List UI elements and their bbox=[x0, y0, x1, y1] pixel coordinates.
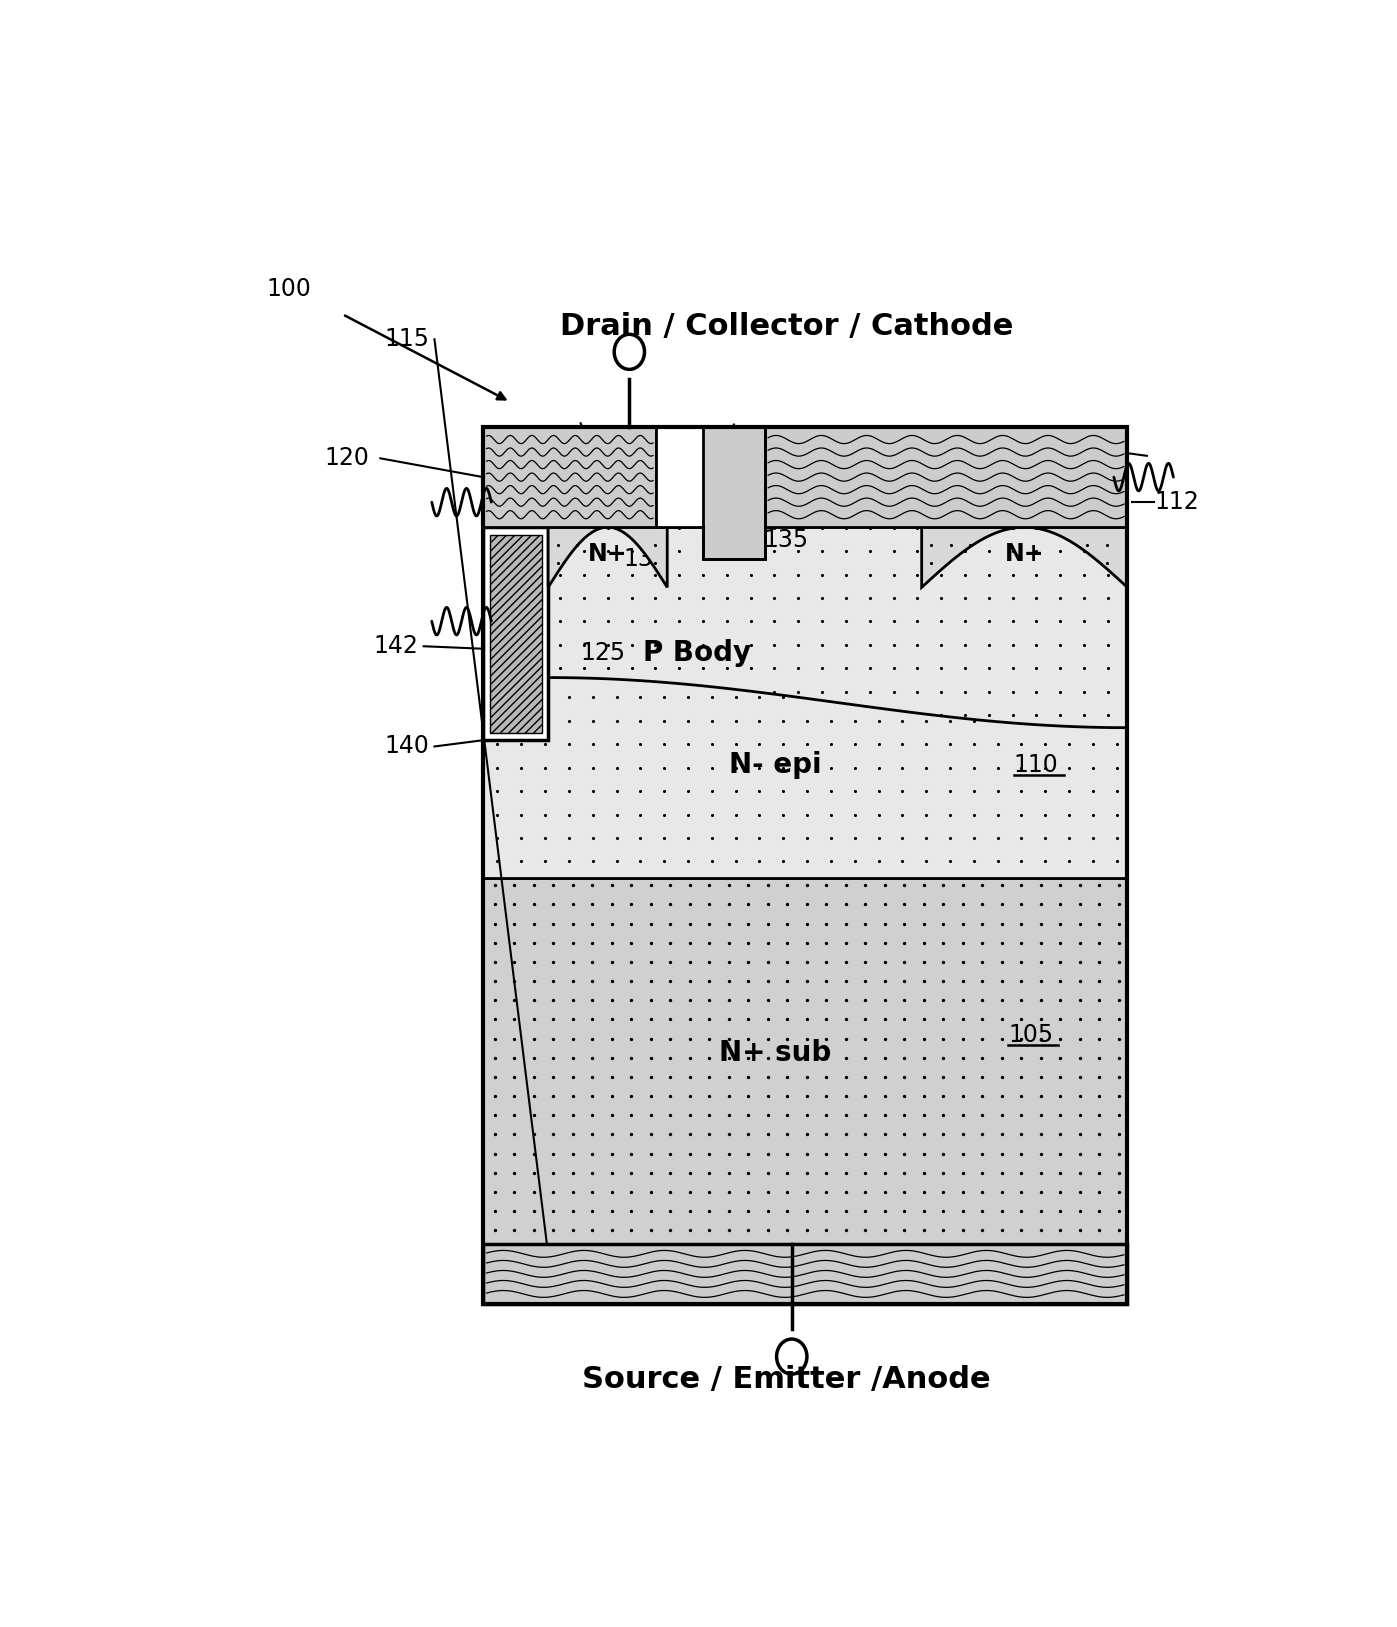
Bar bbox=[703, 426, 764, 558]
Text: 140: 140 bbox=[384, 734, 429, 758]
Text: N+: N+ bbox=[1004, 542, 1045, 566]
Polygon shape bbox=[548, 527, 668, 587]
Text: 120: 120 bbox=[324, 446, 369, 470]
Bar bbox=[490, 535, 542, 732]
Text: N+ sub: N+ sub bbox=[719, 1040, 831, 1067]
Text: Source / Emitter /Anode: Source / Emitter /Anode bbox=[583, 1365, 990, 1394]
Text: 115: 115 bbox=[384, 327, 429, 351]
Text: N+: N+ bbox=[588, 542, 627, 566]
Text: 142: 142 bbox=[373, 635, 418, 659]
Text: 112: 112 bbox=[1154, 490, 1199, 514]
Bar bbox=[483, 426, 1127, 1303]
Bar bbox=[483, 527, 1127, 879]
Text: 105: 105 bbox=[1009, 1023, 1053, 1046]
Text: 130: 130 bbox=[623, 547, 668, 571]
Text: N- epi: N- epi bbox=[729, 752, 821, 779]
Polygon shape bbox=[922, 527, 1127, 587]
Bar bbox=[657, 426, 764, 527]
Bar bbox=[764, 426, 1127, 527]
Text: 100: 100 bbox=[267, 277, 312, 301]
Polygon shape bbox=[548, 527, 1127, 727]
Bar bbox=[483, 879, 1127, 1243]
Text: 125: 125 bbox=[581, 641, 626, 664]
Text: 135: 135 bbox=[764, 529, 809, 552]
Bar bbox=[483, 1243, 1127, 1303]
Bar bbox=[657, 426, 703, 527]
Bar bbox=[483, 426, 657, 527]
Text: 145: 145 bbox=[1078, 434, 1123, 457]
Bar bbox=[483, 527, 548, 740]
Text: 110: 110 bbox=[1014, 753, 1059, 778]
Text: P Body: P Body bbox=[644, 638, 752, 667]
Text: Drain / Collector / Cathode: Drain / Collector / Cathode bbox=[560, 312, 1013, 342]
